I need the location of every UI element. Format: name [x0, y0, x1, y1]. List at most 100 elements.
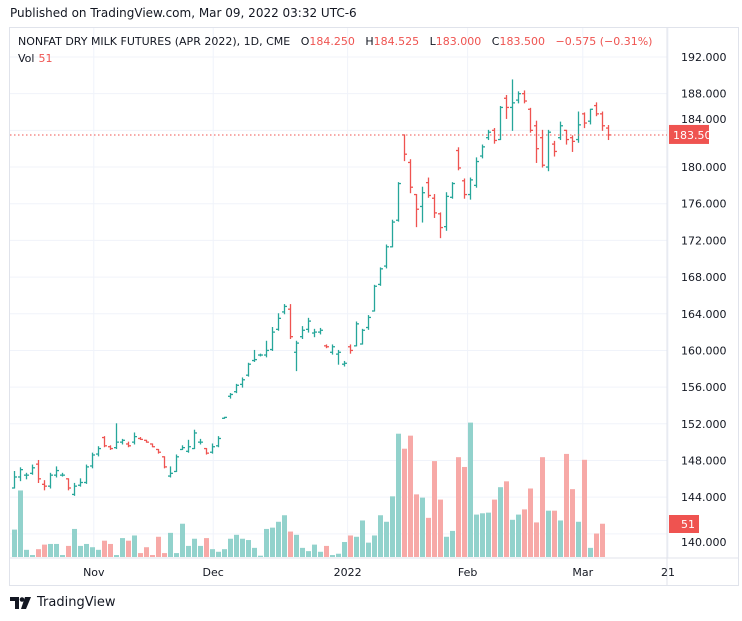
- volume-bar: [132, 535, 137, 557]
- volume-bar: [432, 461, 437, 557]
- volume-bar: [576, 521, 581, 557]
- last-price-badge-bg: [669, 124, 709, 144]
- ohlc-bar: [288, 304, 293, 340]
- change-value: −0.575 (−0.31%): [555, 35, 653, 48]
- tradingview-logo-icon: [10, 596, 31, 609]
- volume-bar: [210, 549, 215, 557]
- ohlc-bar: [510, 79, 515, 131]
- ohlc-bar: [372, 284, 377, 312]
- volume-bar: [546, 510, 551, 557]
- volume-bar: [420, 497, 425, 557]
- ohlc-bar: [192, 429, 197, 450]
- volume-bar: [12, 529, 17, 557]
- volume-bar: [66, 545, 71, 557]
- ohlc-bar: [396, 182, 401, 222]
- volume-bar: [192, 538, 197, 557]
- volume-bar: [114, 555, 119, 557]
- volume-bar: [522, 509, 527, 557]
- volume-bar: [108, 543, 113, 557]
- volume-bar: [228, 538, 233, 557]
- ohlc-bar: [444, 192, 449, 231]
- volume-bar: [336, 553, 341, 557]
- volume-badge: 51: [669, 515, 699, 533]
- ohlc-bar: [546, 129, 551, 172]
- price-axis[interactable]: 192.000 188.000 184.000 180.000 176.000 172.0…: [681, 51, 727, 549]
- ohlc-bar: [450, 182, 455, 199]
- volume-bar: [468, 422, 473, 557]
- ohlc-bar: [348, 344, 353, 354]
- ohlc-bar: [204, 447, 209, 455]
- volume-bar: [360, 520, 365, 557]
- ohlc-bar: [30, 464, 35, 475]
- price-tick-label: 192.000: [681, 51, 727, 64]
- ohlc-bar: [108, 445, 113, 450]
- ohlc-bar: [12, 470, 17, 489]
- volume-bar: [498, 487, 503, 557]
- ohlc-bar: [162, 456, 167, 469]
- volume-bar: [366, 542, 371, 557]
- volume-bar: [564, 453, 569, 557]
- ohlc-bar: [102, 436, 107, 448]
- ohlc-bar: [330, 344, 335, 355]
- ohlc-bar: [84, 464, 89, 484]
- volume-bar: [282, 515, 287, 557]
- volume-bar: [144, 547, 149, 557]
- volume-bar: [588, 547, 593, 557]
- volume-bar: [582, 459, 587, 557]
- volume-bar: [408, 435, 413, 557]
- ohlc-bar: [42, 480, 47, 491]
- ohlc-bar: [138, 437, 143, 441]
- ohlc-bar: [528, 107, 533, 133]
- volume-bar: [438, 499, 443, 557]
- ohlc-bar: [426, 177, 431, 198]
- volume-bar: [384, 521, 389, 557]
- volume-bar: [390, 496, 395, 557]
- ohlc-bar: [480, 144, 485, 159]
- price-tick-label: 168.000: [681, 271, 727, 284]
- volume-legend-label: Vol: [18, 52, 35, 65]
- volume-bar: [84, 543, 89, 557]
- price-tick-label: 148.000: [681, 454, 727, 467]
- volume-bar: [324, 545, 329, 557]
- volume-bar: [402, 448, 407, 557]
- ohlc-bar: [468, 177, 473, 200]
- tradingview-logo[interactable]: TradingView: [10, 595, 116, 610]
- volume-bar: [504, 481, 509, 557]
- ohlc-bar: [522, 90, 527, 104]
- ohlc-bar: [570, 135, 575, 152]
- volume-badge-bg: [669, 515, 699, 533]
- ohlc-bar: [402, 134, 407, 162]
- volume-bar: [54, 543, 59, 557]
- ohlc-bar: [318, 327, 323, 335]
- ohlc-bar: [90, 452, 95, 469]
- volume-bar: [180, 523, 185, 557]
- chart-legend: NONFAT DRY MILK FUTURES (APR 2022), 1D, …: [18, 35, 652, 48]
- volume-bar: [120, 538, 125, 557]
- ohlc-bar: [276, 313, 281, 331]
- time-tick-label: Mar: [572, 566, 593, 579]
- price-bars: [12, 79, 611, 496]
- ohlc-bar: [432, 194, 437, 218]
- volume-label: 51: [681, 518, 695, 531]
- ohlc-bar: [294, 340, 299, 372]
- price-tick-label: 140.000: [681, 536, 727, 549]
- ohlc-bar: [306, 317, 311, 333]
- volume-bar: [294, 534, 299, 557]
- volume-bar: [528, 488, 533, 557]
- ohlc-bar: [354, 321, 359, 347]
- ohlc-bar: [144, 439, 149, 443]
- volume-bar: [246, 540, 251, 557]
- ohlc-bar: [126, 441, 131, 448]
- ohlc-bar: [534, 120, 539, 163]
- close-value: 183.500: [499, 35, 545, 48]
- time-tick-label: 21: [661, 566, 675, 579]
- ohlc-bar: [210, 443, 215, 454]
- ohlc-bar: [54, 466, 59, 478]
- ohlc-bar: [336, 349, 341, 365]
- open-value: 184.250: [309, 35, 355, 48]
- time-axis[interactable]: Nov Dec 2022 Feb Mar 21: [83, 566, 675, 579]
- time-tick-label: Feb: [458, 566, 477, 579]
- open-label: O: [300, 35, 310, 48]
- ohlc-bar: [300, 326, 305, 340]
